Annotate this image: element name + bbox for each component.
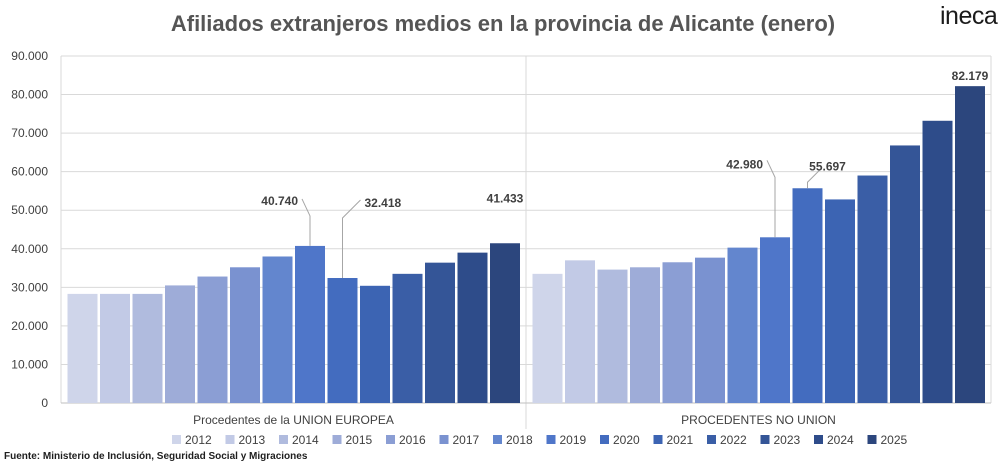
data-label: 32.418 <box>365 196 402 210</box>
bar <box>532 273 563 403</box>
legend-label: 2022 <box>720 433 747 447</box>
bar <box>425 262 455 403</box>
legend-swatch <box>439 435 449 444</box>
bar <box>630 267 660 403</box>
bar <box>132 293 163 403</box>
legend-swatch <box>386 435 395 444</box>
bar <box>262 256 293 403</box>
bar <box>662 262 693 403</box>
bar <box>165 285 195 403</box>
legend-swatch <box>760 435 770 444</box>
legend-label: 2024 <box>827 433 854 447</box>
bar <box>857 175 888 403</box>
bar <box>327 278 358 403</box>
group-label: PROCEDENTES NO UNION <box>681 413 836 427</box>
bar <box>695 257 725 403</box>
data-label: 42.980 <box>726 157 763 171</box>
y-tick-label: 20.000 <box>11 319 48 333</box>
legend-label: 2018 <box>506 433 533 447</box>
legend-swatch <box>600 435 609 444</box>
legend-swatch <box>172 435 181 444</box>
bar <box>360 285 390 403</box>
group-label: Procedentes de la UNION EUROPEA <box>193 413 394 427</box>
bar <box>457 252 488 403</box>
y-tick-label: 60.000 <box>11 165 48 179</box>
ineca-logo: ineca <box>940 2 998 30</box>
data-label: 55.697 <box>809 159 846 173</box>
legend-label: 2025 <box>881 433 908 447</box>
y-tick-label: 40.000 <box>11 242 48 256</box>
bar <box>727 247 758 403</box>
bar <box>792 188 823 403</box>
y-tick-label: 0 <box>41 396 48 410</box>
bar <box>197 276 228 403</box>
data-label-leader <box>301 198 311 246</box>
legend-swatch <box>653 435 663 444</box>
bar <box>890 145 920 403</box>
legend-label: 2023 <box>774 433 801 447</box>
bar <box>955 86 985 403</box>
legend-label: 2021 <box>667 433 694 447</box>
bar <box>760 237 790 403</box>
bar <box>565 260 595 403</box>
legend-label: 2012 <box>185 433 212 447</box>
bar <box>67 293 98 403</box>
y-tick-label: 50.000 <box>11 203 48 217</box>
legend-label: 2020 <box>613 433 640 447</box>
legend-label: 2017 <box>453 433 480 447</box>
legend-swatch <box>493 435 502 444</box>
data-label-leader <box>807 169 820 189</box>
legend-label: 2013 <box>239 433 266 447</box>
bar <box>597 269 628 403</box>
data-label: 82.179 <box>952 69 989 83</box>
y-tick-label: 70.000 <box>11 126 48 140</box>
bar <box>100 293 130 403</box>
y-tick-label: 10.000 <box>11 357 48 371</box>
bar <box>490 243 520 403</box>
legend-label: 2019 <box>560 433 587 447</box>
bar <box>922 120 953 404</box>
y-tick-label: 90.000 <box>11 49 48 63</box>
legend-swatch <box>814 435 823 444</box>
data-label-leader <box>342 199 361 279</box>
bar <box>825 199 855 403</box>
data-label-leader <box>766 160 776 238</box>
data-label: 40.740 <box>261 194 298 208</box>
legend-label: 2014 <box>292 433 319 447</box>
legend-swatch <box>332 435 342 444</box>
data-label: 41.433 <box>487 191 524 205</box>
source-note: Fuente: Ministerio de Inclusión, Segurid… <box>4 451 308 462</box>
legend-swatch <box>546 435 556 444</box>
bar <box>295 245 325 403</box>
y-tick-label: 80.000 <box>11 88 48 102</box>
legend-label: 2015 <box>346 433 373 447</box>
legend-label: 2016 <box>399 433 426 447</box>
y-tick-label: 30.000 <box>11 280 48 294</box>
legend-swatch <box>225 435 235 444</box>
chart-title: Afiliados extranjeros medios en la provi… <box>170 11 836 36</box>
legend-swatch <box>867 435 877 444</box>
bar <box>230 267 260 403</box>
legend-swatch <box>707 435 716 444</box>
bar <box>392 273 423 403</box>
legend-swatch <box>279 435 288 444</box>
